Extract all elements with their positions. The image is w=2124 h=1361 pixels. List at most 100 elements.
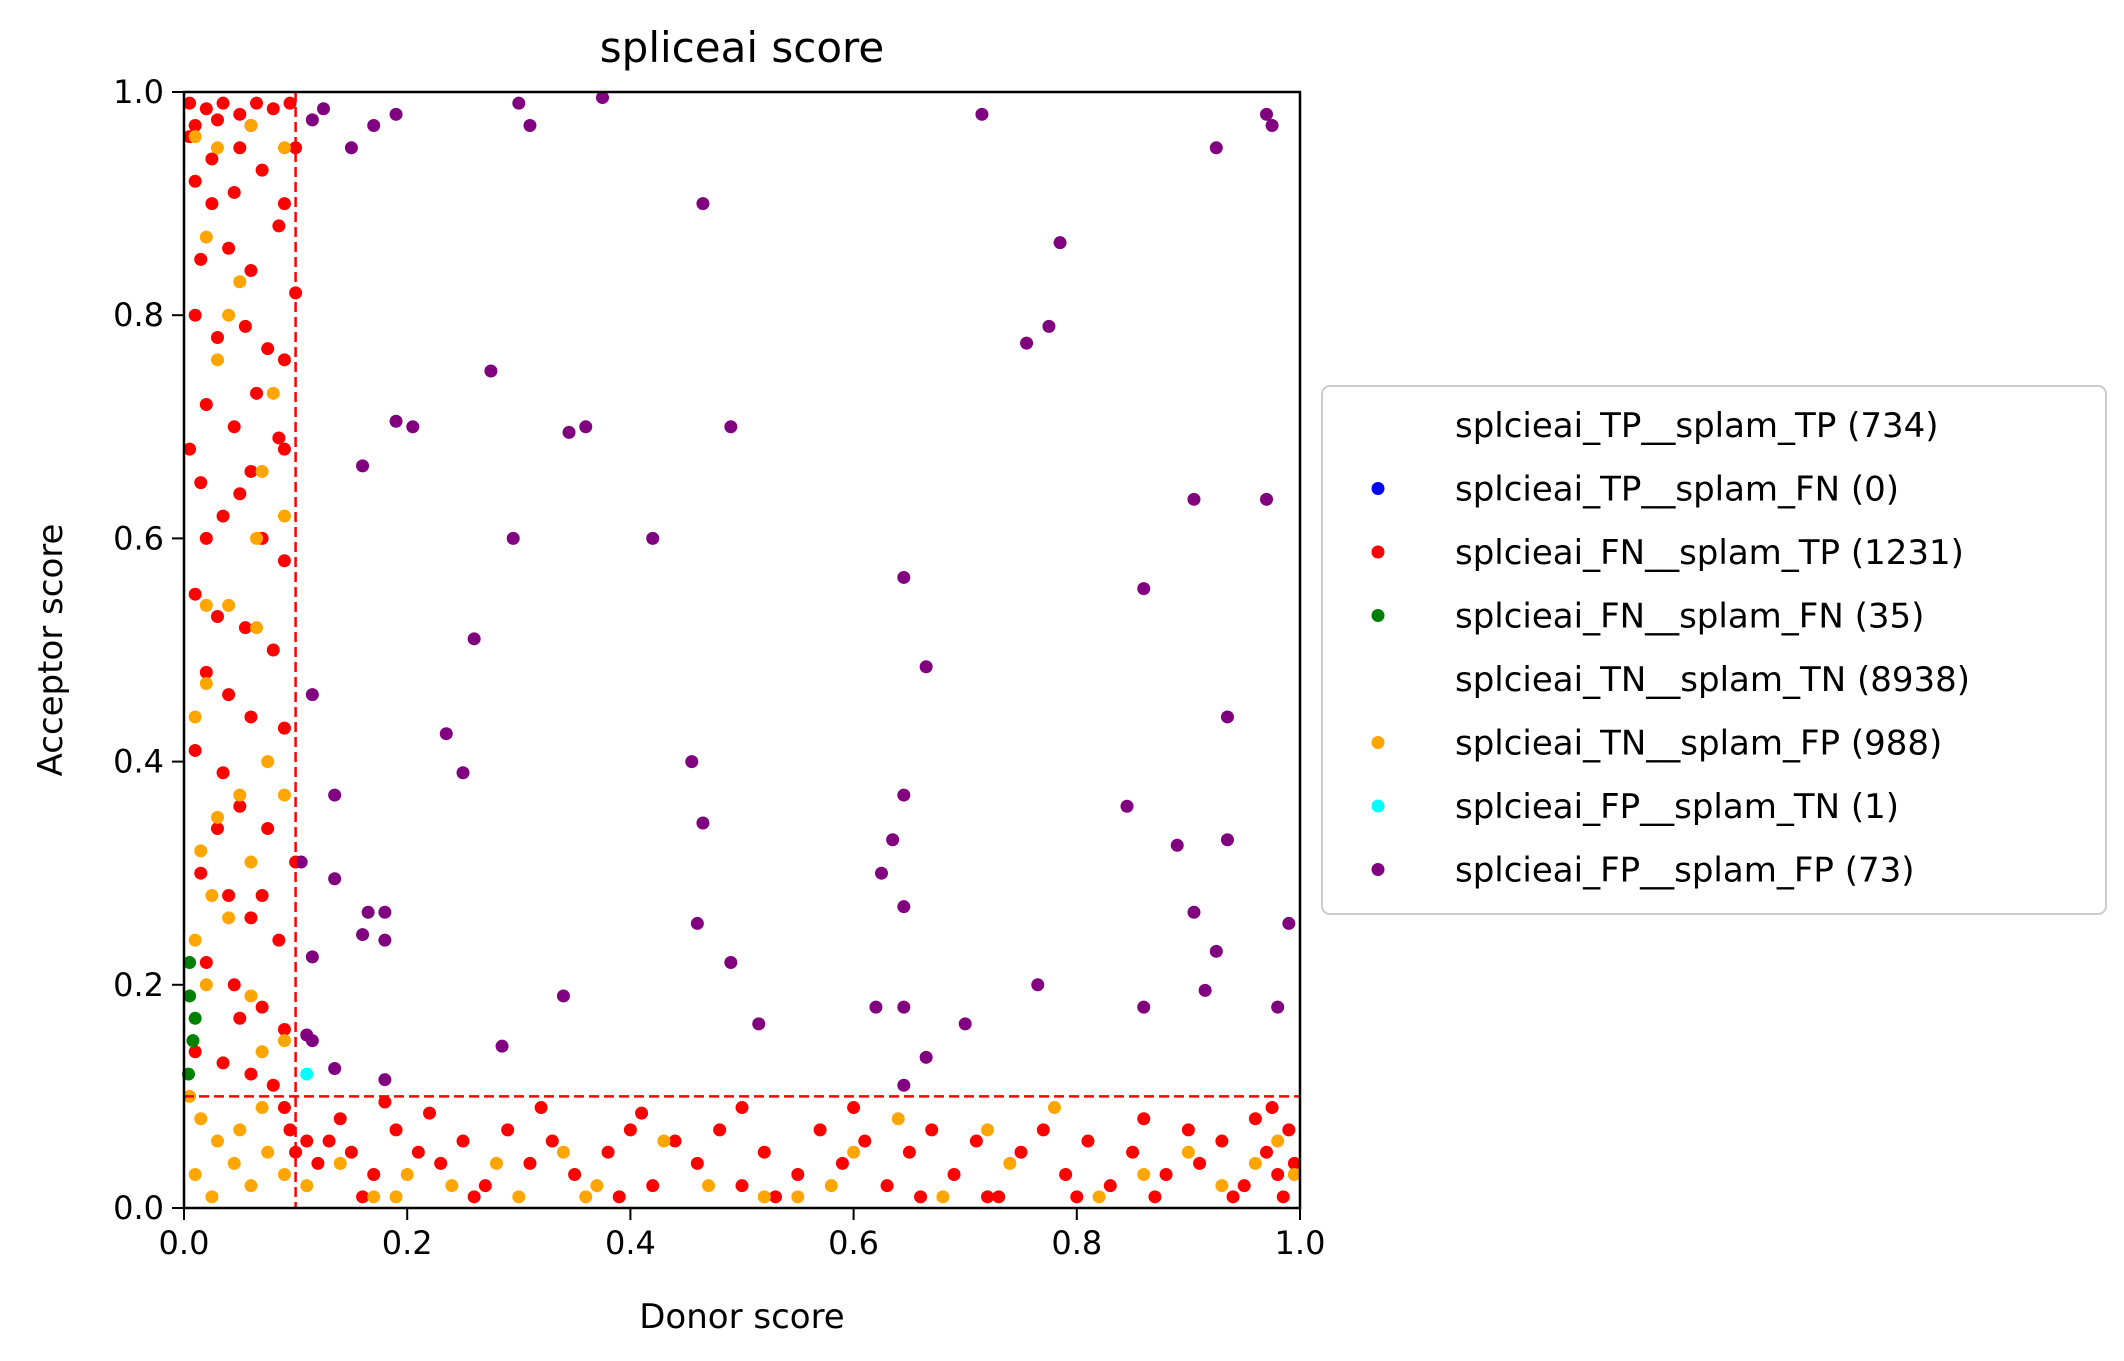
series-5-point-5 [233,275,247,289]
series-7-point-40 [886,833,900,847]
series-5-point-2 [244,118,258,132]
series-2-point-17 [244,264,258,278]
series-2-point-137 [612,1190,626,1204]
series-5-point-16 [188,710,202,724]
series-5-point-41 [300,1179,314,1193]
series-2-point-43 [188,743,202,757]
series-7-point-20 [579,420,593,434]
x-tick-label: 0.2 [382,1224,433,1262]
series-7-point-32 [1220,710,1234,724]
series-5-point-25 [188,933,202,947]
series-2-point-16 [222,241,236,255]
series-5-point-57 [981,1123,995,1137]
series-5-point-50 [657,1134,671,1148]
series-5-point-66 [1287,1168,1301,1182]
legend-marker-1 [1371,482,1385,495]
series-7-point-0 [305,113,319,127]
series-2-point-94 [757,1145,771,1159]
y-axis-ticks: 0.0 0.2 0.4 0.6 0.8 1.0 [113,73,184,1227]
series-7-point-29 [467,632,481,646]
series-2-point-135 [914,1190,928,1204]
series-2-point-77 [367,1168,381,1182]
series-7-point-34 [456,766,470,780]
series-7-point-72 [897,1078,911,1092]
series-7-point-56 [1209,944,1223,958]
series-2-point-64 [199,531,213,545]
series-2-point-26 [227,420,241,434]
series-5-point-24 [222,911,236,925]
series-7-point-1 [317,102,330,116]
plot-frame [182,90,1302,1210]
series-7-point-36 [328,788,342,802]
series-2-point-49 [222,889,236,903]
series-2-point-125 [1148,1190,1162,1204]
series-2-point-115 [1215,1134,1229,1148]
series-2-point-112 [1159,1168,1173,1182]
series-2-point-29 [183,442,197,456]
series-2-point-45 [233,799,247,813]
series-2-point-84 [523,1156,537,1170]
y-tick-label: 0.4 [113,743,164,781]
series-2-point-122 [1276,1190,1290,1204]
legend-marker-7 [1371,863,1385,876]
series-5-point-28 [255,1045,269,1059]
series-2-point-117 [1248,1112,1262,1126]
series-7-point-70 [328,1062,342,1075]
series-2-point-85 [545,1134,559,1148]
legend-label-0: splcieai_TP__splam_TP (734) [1455,406,1939,446]
data-points [181,91,1301,1204]
series-3-point-1 [188,1011,202,1025]
y-tick-label: 0.8 [113,296,164,334]
series-7-point-50 [378,933,392,947]
series-7-point-22 [356,459,370,473]
series-5-point-33 [227,1156,241,1170]
series-5-point-9 [277,509,291,523]
series-2-point-61 [205,152,219,166]
series-2-point-25 [199,397,213,411]
series-7-point-41 [875,866,888,880]
series-2-point-90 [668,1134,682,1148]
series-5-point-32 [210,1134,224,1148]
series-5-point-54 [847,1145,861,1159]
series-5-point-36 [277,1168,291,1182]
series-5-point-4 [199,230,213,244]
series-5-point-18 [233,788,247,802]
series-2-point-23 [261,342,275,356]
series-2-point-53 [227,978,241,992]
series-7-point-7 [596,91,609,105]
y-tick-label: 0.2 [113,966,164,1004]
series-7-point-38 [696,816,710,830]
series-7-point-63 [752,1017,766,1031]
series-2-point-39 [199,665,213,679]
series-2-point-110 [1126,1145,1140,1159]
series-2-point-68 [255,889,269,903]
series-2-point-119 [1271,1168,1285,1182]
series-5-point-45 [445,1179,459,1193]
legend-label-3: splcieai_FN__splam_FN (35) [1455,597,1924,637]
series-5-point-7 [266,386,280,400]
series-2-point-124 [1226,1190,1240,1204]
series-2-point-2 [216,96,230,110]
series-5-point-60 [1092,1190,1106,1204]
series-7-point-53 [1282,916,1296,930]
series-2-point-72 [289,1145,303,1159]
series-2-point-44 [216,766,230,780]
series-2-point-104 [992,1190,1006,1204]
series-2-point-91 [690,1156,704,1170]
series-2-point-54 [255,1000,269,1014]
series-2-point-74 [311,1156,325,1170]
series-5-point-15 [199,676,213,690]
series-5-point-40 [255,1101,269,1115]
series-3-point-0 [183,989,197,1003]
series-2-point-3 [233,107,247,121]
series-2-point-109 [1103,1179,1117,1193]
series-2-point-128 [847,1101,861,1115]
series-7-point-46 [897,900,911,914]
series-2-point-65 [244,464,258,478]
series-7-point-30 [919,660,933,674]
series-7-point-17 [389,414,403,428]
series-2-point-59 [266,1078,280,1092]
series-5-point-29 [277,1034,291,1048]
series-7-point-67 [495,1039,509,1053]
series-2-point-73 [300,1134,314,1148]
